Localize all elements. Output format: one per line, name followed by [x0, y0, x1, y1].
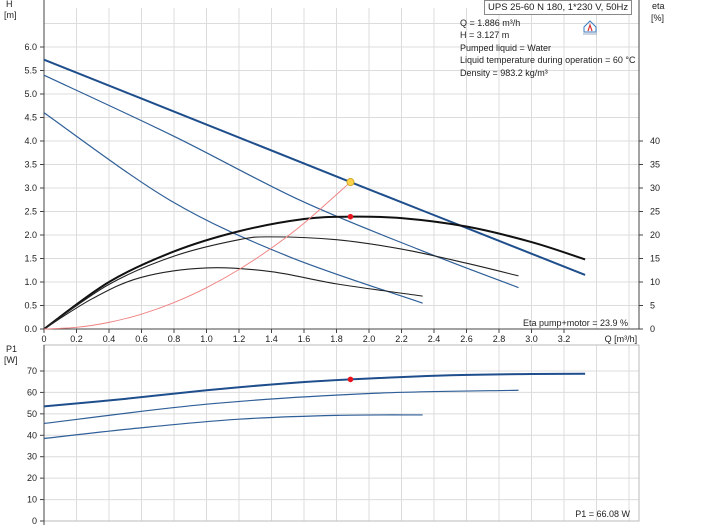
x-tick-label: 2.0: [363, 334, 376, 344]
y-tick-label-eta: 15: [650, 254, 660, 264]
info-q: Q = 1.886 m³/h: [460, 18, 521, 28]
h-axis-label: H: [6, 0, 13, 9]
brand-logo-icon: [583, 20, 597, 35]
y-tick-label-h: 4.5: [24, 113, 37, 123]
chart-title: UPS 25-60 N 180, 1*230 V, 50Hz: [484, 0, 633, 15]
y-tick-label-h: 2.5: [24, 207, 37, 217]
p1-curve-0: [43, 372, 586, 408]
p1-curve-1: [43, 389, 519, 425]
y-tick-label-h: 6.0: [24, 42, 37, 52]
h-curve-1: [43, 74, 519, 289]
h-axis-unit: [m]: [4, 10, 17, 20]
eta-axis-label: eta: [652, 1, 665, 11]
h-duty-point: [346, 178, 355, 187]
y-tick-label-p1: 40: [27, 430, 37, 440]
info-temperature: Liquid temperature during operation = 60…: [460, 55, 636, 66]
x-tick-label: 3.0: [525, 334, 538, 344]
y-tick-label-eta: 20: [650, 230, 660, 240]
x-tick-label: 0.8: [168, 334, 181, 344]
x-tick-label: 2.8: [493, 334, 506, 344]
eta-annotation: Eta pump+motor = 23.9 %: [523, 318, 628, 328]
y-tick-label-p1: 30: [27, 452, 37, 462]
y-tick-label-p1: 20: [27, 473, 37, 483]
x-tick-label: 1.6: [298, 334, 311, 344]
x-tick-label: 2.4: [428, 334, 441, 344]
y-tick-label-h: 3.0: [24, 183, 37, 193]
info-h: H = 3.127 m: [460, 30, 510, 41]
x-tick-label: 1.8: [330, 334, 343, 344]
y-tick-label-p1: 60: [27, 387, 37, 397]
x-tick-label: 1.4: [265, 334, 278, 344]
y-tick-label-eta: 0: [650, 324, 655, 334]
x-tick-label: 0.4: [103, 334, 116, 344]
h-curve-6: [43, 181, 351, 330]
x-tick-label: 0: [41, 334, 46, 344]
y-tick-label-eta: 10: [650, 277, 660, 287]
y-tick-label-p1: 50: [27, 409, 37, 419]
x-tick-label: 2.2: [395, 334, 408, 344]
p1-curve-2: [43, 414, 423, 440]
x-axis-label: Q [m³/h]: [605, 334, 638, 344]
eta-curve-5: [43, 267, 423, 330]
y-tick-label-eta: 30: [650, 183, 660, 193]
y-tick-label-h: 1.0: [24, 277, 37, 287]
h-curve-0: [43, 58, 586, 276]
p1-axis-unit: [W]: [4, 355, 18, 365]
h-curve-2: [43, 112, 423, 304]
y-tick-label-p1: 70: [27, 366, 37, 376]
y-tick-label-p1: 0: [32, 516, 37, 526]
y-tick-label-h: 3.5: [24, 160, 37, 170]
info-density: Density = 983.2 kg/m³: [460, 67, 548, 78]
p1-duty-point: [347, 376, 354, 383]
x-tick-label: 0.6: [135, 334, 148, 344]
y-tick-label-h: 4.0: [24, 136, 37, 146]
eta-axis-unit: [%]: [651, 13, 664, 23]
y-tick-label-h: 2.0: [24, 230, 37, 240]
info-liquid: Pumped liquid = Water: [460, 42, 551, 53]
y-tick-label-p1: 10: [27, 495, 37, 505]
x-tick-label: 2.6: [460, 334, 473, 344]
y-tick-label-eta: 5: [650, 301, 655, 311]
y-tick-label-h: 5.0: [24, 89, 37, 99]
y-tick-label-h: 0.0: [24, 324, 37, 334]
x-tick-label: 1.0: [200, 334, 213, 344]
x-tick-label: 1.2: [233, 334, 246, 344]
eta-curve-4: [43, 236, 519, 330]
y-tick-label-h: 5.5: [24, 66, 37, 76]
y-tick-label-eta: 25: [650, 207, 660, 217]
p1-axis-label: P1: [6, 344, 17, 354]
y-tick-label-eta: 40: [650, 136, 660, 146]
y-tick-label-h: 1.5: [24, 254, 37, 264]
p1-annotation: P1 = 66.08 W: [575, 509, 630, 519]
y-tick-label-h: 0.5: [24, 301, 37, 311]
y-tick-label-eta: 35: [650, 160, 660, 170]
x-tick-label: 0.2: [70, 334, 83, 344]
duty-point-info: Q = 1.886 m³/h H = 3.127 m Pumped liquid…: [460, 17, 635, 79]
eta-duty-point: [347, 213, 354, 220]
eta-curve-3: [43, 215, 586, 330]
x-tick-label: 3.2: [558, 334, 571, 344]
